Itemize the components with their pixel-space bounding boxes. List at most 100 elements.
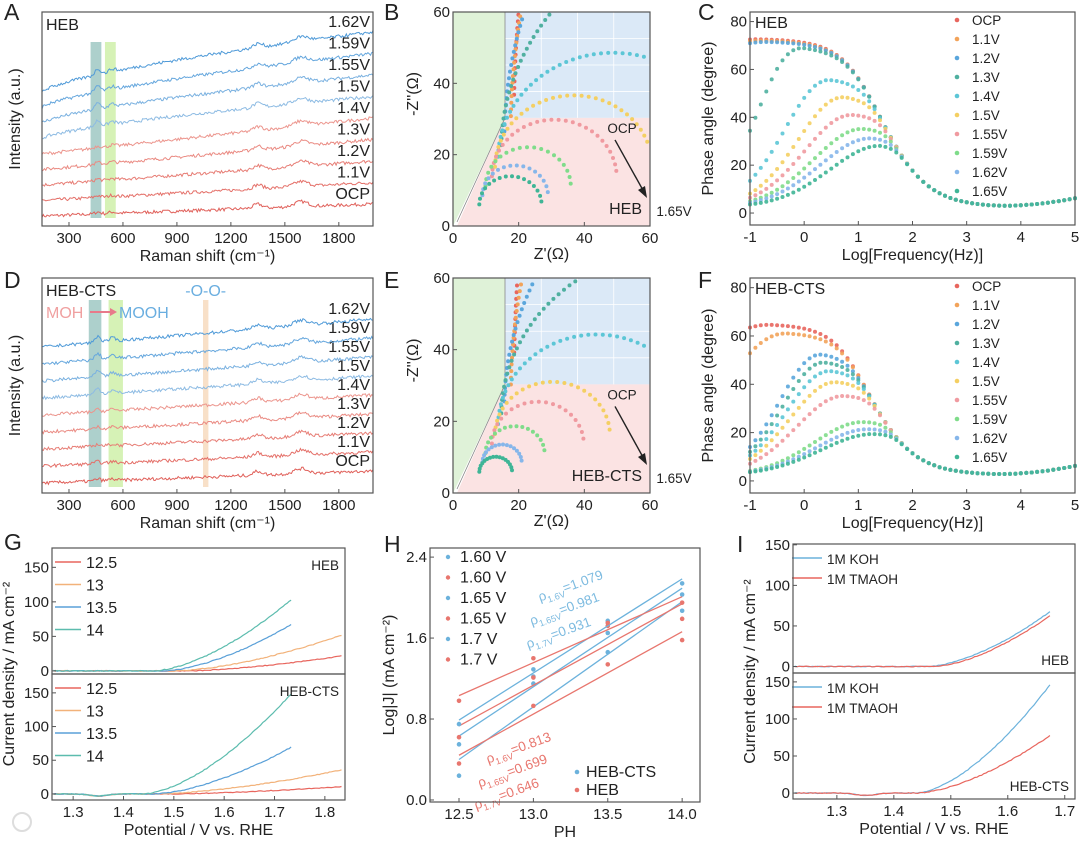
phase-point-1.59V bbox=[791, 453, 796, 458]
nyquist-point-1.5V bbox=[544, 98, 549, 102]
phase-point-1.65V bbox=[888, 146, 893, 151]
legend-marker bbox=[445, 657, 451, 662]
legend-marker bbox=[574, 769, 580, 775]
nyquist-point-1.5V bbox=[558, 94, 562, 99]
legend-label: 1M KOH bbox=[827, 552, 879, 567]
data-point bbox=[679, 637, 685, 643]
x-tick-label: 1 bbox=[854, 229, 862, 246]
phase-point-1.55V bbox=[856, 396, 861, 400]
phase-point-1.55V bbox=[861, 398, 866, 403]
nyquist-point-1.5V bbox=[500, 406, 505, 411]
phase-point-1.65V bbox=[769, 198, 774, 203]
nyquist-point-1.2V bbox=[508, 69, 512, 74]
nyquist-point-1.65V bbox=[527, 180, 532, 185]
panel-title: HEB bbox=[755, 15, 788, 32]
phase-point-1.3V bbox=[764, 430, 769, 435]
nyquist-point-1.65V bbox=[522, 177, 526, 182]
nyquist-point-1.5V bbox=[533, 382, 538, 387]
nyquist-point-1.59V bbox=[520, 425, 525, 429]
nyquist-point-1.65V bbox=[487, 181, 492, 186]
nyquist-point-1.2V bbox=[506, 82, 510, 87]
phase-point-OCP bbox=[834, 343, 839, 348]
panel-title: HEB-CTS bbox=[46, 283, 116, 300]
phase-point-1.65V bbox=[872, 432, 877, 437]
phase-point-1.4V bbox=[780, 415, 785, 420]
nyquist-point-1.4V bbox=[558, 338, 563, 343]
nyquist-point-1.59V bbox=[514, 424, 519, 429]
phase-point-1.1V bbox=[764, 337, 769, 342]
phase-point-1.65V bbox=[970, 470, 975, 475]
data-point bbox=[531, 656, 536, 661]
legend-marker bbox=[445, 575, 451, 580]
phase-point-1.55V bbox=[780, 438, 785, 443]
phase-point-1.65V bbox=[785, 192, 790, 197]
phase-point-1.4V bbox=[802, 385, 807, 390]
trace-label: 1.4V bbox=[337, 377, 370, 394]
nyquist-point-1.55V bbox=[563, 408, 568, 413]
nyquist-point-1.62V bbox=[521, 164, 526, 169]
x-tick-label: 13.0 bbox=[519, 806, 548, 823]
nyquist-point-1.3V bbox=[567, 283, 572, 288]
phase-point-1.62V bbox=[807, 449, 812, 454]
nyquist-point-1.55V bbox=[556, 117, 561, 122]
phase-point-1.62V bbox=[856, 428, 861, 432]
phase-point-1.2V bbox=[769, 413, 774, 418]
phase-point-1.2V bbox=[813, 45, 817, 49]
phase-point-1.2V bbox=[796, 367, 801, 372]
phase-point-OCP bbox=[802, 326, 807, 331]
panel-letter-h: H bbox=[384, 531, 401, 557]
nyquist-point-1.3V bbox=[521, 334, 526, 339]
phase-point-1.2V bbox=[758, 430, 763, 435]
y-tick-label: 40 bbox=[730, 109, 747, 126]
phase-point-1.65V bbox=[813, 450, 817, 455]
phase-point-1.65V bbox=[878, 143, 882, 148]
phase-point-1.4V bbox=[807, 89, 812, 94]
phase-point-1.1V bbox=[823, 339, 828, 344]
phase-point-1.65V bbox=[1067, 197, 1072, 202]
phase-point-1.62V bbox=[878, 137, 882, 142]
phase-point-1.65V bbox=[813, 178, 817, 182]
nyquist-point-1.5V bbox=[514, 116, 519, 121]
lsv-curve-1M TMAOH bbox=[794, 615, 1051, 668]
phase-point-1.65V bbox=[753, 201, 758, 206]
nyquist-point-1.62V bbox=[537, 173, 542, 178]
y-tick-label: 100 bbox=[765, 711, 790, 728]
phase-point-1.4V bbox=[840, 80, 845, 85]
x-tick-label: 60 bbox=[642, 497, 659, 514]
fit-line bbox=[458, 601, 683, 761]
y-axis-title: Phase angle (degree) bbox=[700, 309, 717, 463]
phase-point-1.4V bbox=[834, 370, 839, 375]
legend-label: 1.4V bbox=[972, 89, 1000, 104]
nyquist-point-1.4V bbox=[593, 332, 598, 337]
phase-point-1.3V bbox=[758, 102, 763, 107]
nyquist-point-OCP bbox=[514, 290, 519, 295]
phase-point-1.65V bbox=[932, 463, 937, 468]
phase-point-1.1V bbox=[850, 365, 855, 370]
phase-point-1.3V bbox=[823, 360, 828, 365]
phase-point-1.55V bbox=[802, 417, 807, 422]
y-tick-label: 0.0 bbox=[406, 792, 427, 809]
phase-point-1.5V bbox=[780, 425, 785, 430]
y-tick-label: 0 bbox=[782, 785, 790, 802]
legend-marker bbox=[954, 131, 960, 137]
nyquist-point-1.65V bbox=[497, 455, 502, 460]
phase-point-1.55V bbox=[883, 129, 888, 134]
y-tick-label: 50 bbox=[32, 752, 49, 769]
phase-point-1.5V bbox=[785, 152, 790, 157]
phase-point-1.5V bbox=[823, 102, 828, 107]
nyquist-point-1.55V bbox=[570, 120, 575, 125]
x-tick-label: 1200 bbox=[214, 497, 247, 514]
nyquist-point-1.3V bbox=[507, 365, 512, 370]
phase-point-1.3V bbox=[861, 85, 866, 90]
x-tick-label: 1500 bbox=[268, 230, 301, 247]
legend-label: HEB bbox=[586, 782, 619, 799]
phase-point-1.65V bbox=[937, 191, 942, 196]
phase-point-1.4V bbox=[829, 369, 834, 374]
phase-point-1.65V bbox=[959, 469, 964, 474]
phase-point-1.62V bbox=[758, 198, 763, 203]
nyquist-point-1.4V bbox=[628, 338, 633, 343]
direction-arrow bbox=[614, 406, 645, 460]
phase-point-1.4V bbox=[861, 387, 866, 392]
phase-point-1.59V bbox=[861, 127, 866, 131]
phase-point-1.59V bbox=[791, 176, 796, 180]
